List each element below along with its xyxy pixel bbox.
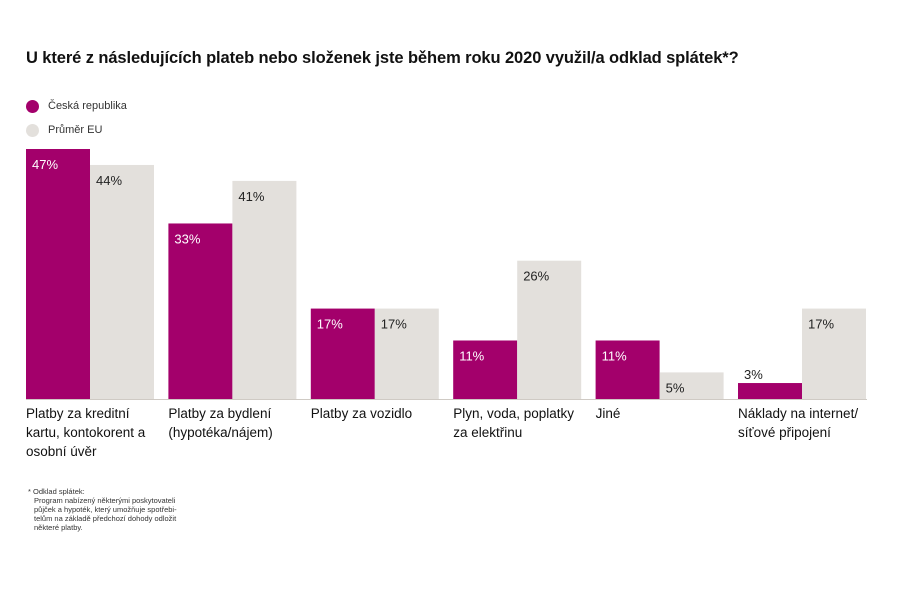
footnote-text: Program nabízený některými poskytovateli… <box>34 496 177 532</box>
category-label: Platby za bydlení (hypotéka/nájem) <box>168 406 273 440</box>
data-label: 17% <box>381 317 407 332</box>
data-label: 47% <box>32 157 58 172</box>
data-label: 11% <box>602 348 627 363</box>
bar-eu <box>232 180 297 399</box>
data-label: 3% <box>744 367 763 382</box>
legend: Česká republika Průměr EU <box>26 94 127 142</box>
data-label: 17% <box>317 317 343 332</box>
data-label: 41% <box>238 189 264 204</box>
bar-eu <box>374 308 439 399</box>
bar-cz <box>595 340 660 399</box>
bar-cz <box>738 383 802 399</box>
category-label: Jiné <box>595 406 621 421</box>
category-label: Platby za vozidlo <box>310 406 413 421</box>
bar-eu <box>659 372 724 399</box>
data-label: 44% <box>96 173 122 188</box>
data-label: 11% <box>459 348 484 363</box>
bar-cz <box>168 223 233 399</box>
footnote-heading: * Odklad splátek: <box>28 487 85 496</box>
data-label: 26% <box>523 269 549 284</box>
category-label: Platby za kreditní kartu, kontokorent a … <box>26 406 146 459</box>
bar-eu <box>802 308 866 399</box>
bar-cz <box>453 340 518 399</box>
legend-label-eu: Průměr EU <box>48 124 103 136</box>
data-label: 17% <box>808 317 834 332</box>
data-label: 33% <box>174 231 200 246</box>
legend-label-cz: Česká republika <box>48 100 127 112</box>
bar-cz <box>26 149 90 399</box>
bar-cz <box>310 308 375 399</box>
legend-item-cz: Česká republika <box>26 94 127 118</box>
data-label: 5% <box>666 380 685 395</box>
category-label: Plyn, voda, poplatky za elektřinu <box>453 406 575 440</box>
category-label: Náklady na internet/ síťové připojení <box>738 406 859 440</box>
legend-item-eu: Průměr EU <box>26 118 127 142</box>
bar-eu <box>90 164 154 399</box>
legend-swatch-eu <box>26 123 39 137</box>
bar-eu <box>517 260 582 399</box>
legend-swatch-cz <box>26 99 39 113</box>
footnote: * Odklad splátek: Program nabízený někte… <box>28 487 177 532</box>
chart-title: U které z následujících plateb nebo slož… <box>26 49 739 67</box>
